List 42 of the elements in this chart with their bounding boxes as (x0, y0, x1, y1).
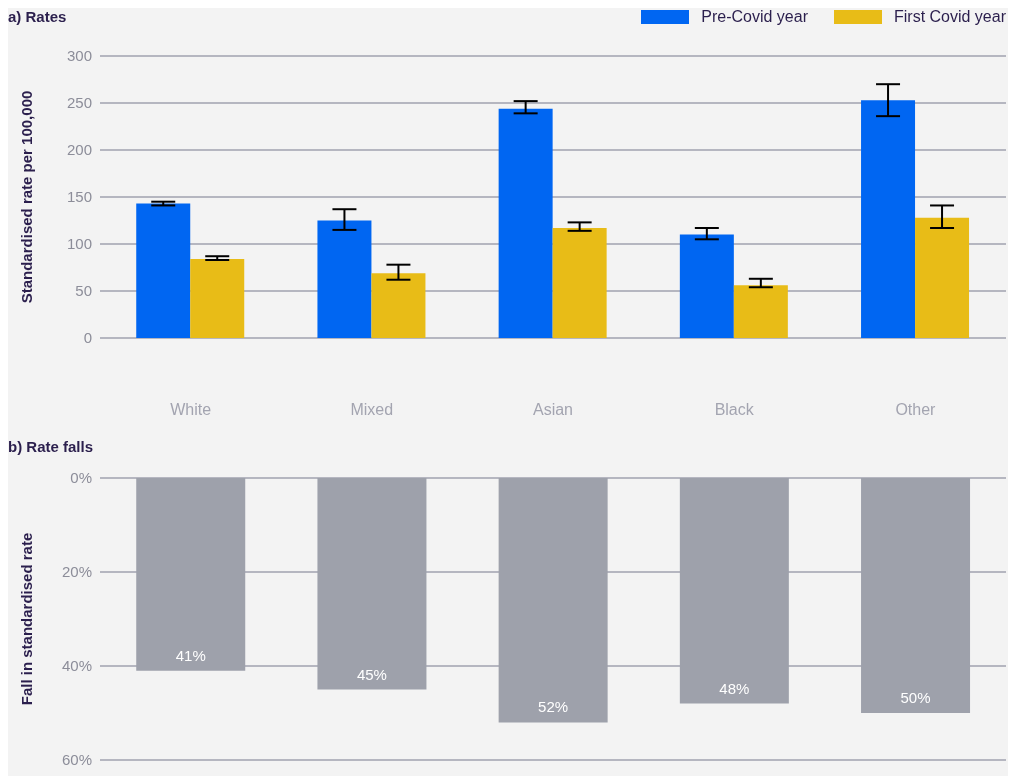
data-label: 45% (356, 665, 387, 683)
bar (861, 478, 971, 713)
bar (498, 478, 608, 723)
y-tick-label: 250 (66, 94, 92, 112)
bar (915, 217, 970, 338)
bar (679, 234, 734, 338)
y-tick-label: 300 (66, 47, 92, 65)
bar (552, 228, 607, 338)
x-tick-label: White (170, 401, 212, 419)
bar (498, 108, 553, 338)
data-label: 48% (719, 679, 750, 697)
data-label: 52% (538, 698, 569, 716)
legend-label: First Covid year (893, 8, 1006, 26)
y-tick-label: 60% (61, 751, 92, 769)
chart-title: b) Rate falls (8, 438, 94, 455)
y-axis-title: Fall in standardised rate (18, 532, 36, 706)
x-tick-label: Mixed (350, 401, 394, 419)
x-tick-label: Asian (532, 401, 574, 419)
bar (861, 100, 916, 338)
bar (136, 478, 246, 671)
legend-label: Pre-Covid year (701, 8, 808, 26)
y-tick-label: 20% (61, 563, 92, 581)
bar (371, 273, 426, 338)
bar (317, 220, 372, 338)
bar (679, 478, 789, 704)
bar (136, 203, 191, 338)
y-tick-label: 0% (70, 469, 92, 487)
x-tick-label: Black (714, 401, 755, 419)
data-label: 41% (175, 646, 206, 664)
y-tick-label: 150 (66, 188, 92, 206)
y-tick-label: 0 (83, 329, 92, 347)
chart-title: a) Rates (8, 8, 67, 25)
y-tick-label: 200 (66, 141, 92, 159)
bar (190, 259, 245, 338)
x-tick-label: Other (895, 401, 937, 419)
data-label: 50% (900, 689, 931, 706)
y-tick-label: 50 (75, 282, 92, 300)
y-tick-label: 40% (61, 657, 92, 675)
bar (317, 478, 427, 690)
y-axis-title: Standardised rate per 100,000 (18, 90, 36, 304)
y-tick-label: 100 (66, 235, 92, 253)
bar (733, 285, 788, 338)
